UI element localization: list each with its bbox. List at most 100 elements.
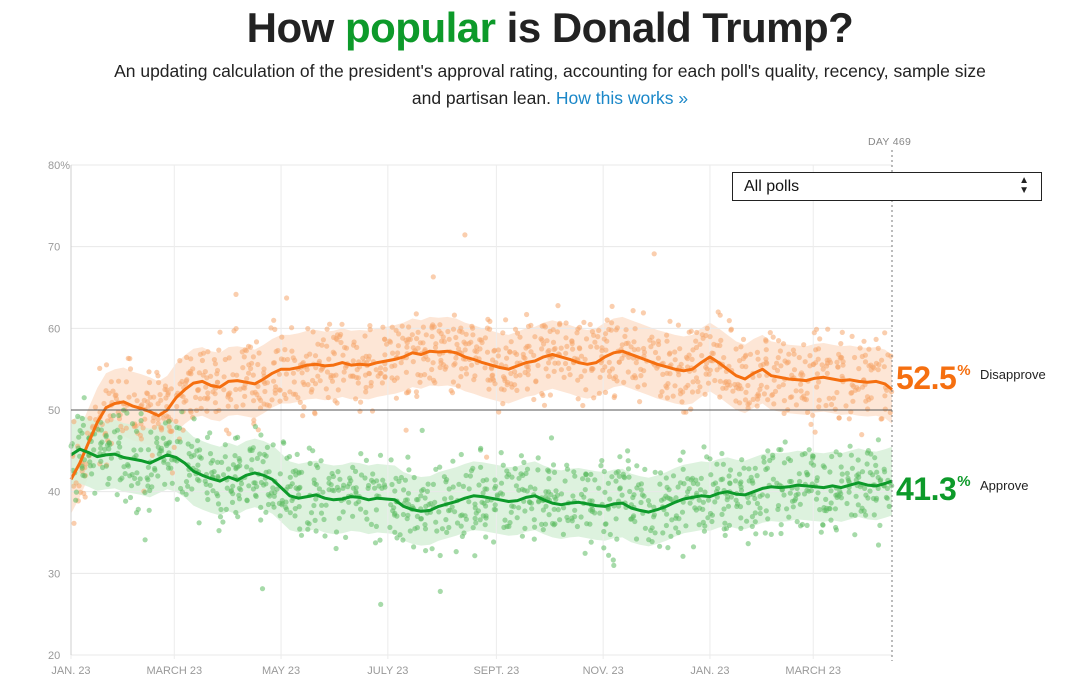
disapprove-poll-dot [577,324,583,330]
approve-poll-dot [726,522,733,529]
approve-poll-dot [225,466,232,472]
disapprove-poll-dot [423,332,429,338]
disapprove-poll-dot [474,344,480,350]
approve-poll-dot [689,475,696,481]
disapprove-poll-dot [405,336,412,342]
approve-poll-dot [784,506,790,512]
disapprove-poll-dot [810,412,816,418]
approve-poll-dot [853,493,859,499]
approve-poll-dot [875,437,882,443]
approve-poll-dot [129,421,136,427]
approve-poll-dot [257,451,263,457]
approve-poll-dot [264,444,270,450]
disapprove-poll-dot [127,356,133,362]
disapprove-poll-dot [622,333,628,339]
disapprove-poll-dot [442,366,448,372]
disapprove-poll-dot [641,382,648,388]
approve-poll-dot [770,455,776,461]
approve-poll-dot [232,453,238,459]
approve-poll-dot [135,506,141,512]
disapprove-poll-dot [501,387,507,393]
approve-poll-dot [607,496,613,502]
approve-poll-dot [169,480,175,486]
approve-poll-dot [345,484,351,490]
disapprove-poll-dot [462,347,468,353]
disapprove-poll-dot [804,390,810,396]
approve-poll-dot [215,459,221,465]
approve-poll-dot [106,446,112,452]
approve-poll-dot [601,545,607,551]
disapprove-poll-dot [796,354,802,361]
approve-poll-dot [336,487,342,493]
approve-poll-dot [398,474,404,481]
approve-poll-dot [675,484,681,490]
disapprove-poll-dot [355,380,361,386]
approve-poll-dot [453,549,459,555]
disapprove-poll-dot [463,365,469,371]
disapprove-poll-dot [313,365,319,371]
disapprove-poll-dot [859,432,865,438]
title-prefix: How [246,4,345,51]
disapprove-poll-dot [305,326,311,332]
approve-poll-dot [506,523,512,530]
disapprove-poll-dot [281,391,288,398]
disapprove-poll-dot [482,335,488,341]
approve-poll-dot [535,467,541,473]
disapprove-poll-dot [602,331,609,337]
poll-filter-select[interactable]: All polls ▲ ▼ [732,172,1042,201]
disapprove-poll-dot [158,397,164,403]
disapprove-poll-dot [188,356,194,362]
disapprove-poll-dot [312,353,319,359]
approve-poll-dot [791,498,798,504]
approve-poll-dot [580,476,586,482]
approve-poll-dot [633,536,640,542]
approve-poll-dot [148,472,154,478]
approve-poll-dot [326,487,332,493]
approve-poll-dot [524,488,530,494]
approve-poll-dot [500,462,506,468]
approve-poll-dot [437,588,443,595]
disapprove-poll-dot [562,360,569,367]
approve-poll-dot [484,486,490,492]
approve-poll-dot [761,459,767,465]
disapprove-poll-dot [828,401,835,408]
disapprove-poll-dot [429,366,435,373]
disapprove-poll-dot [834,389,840,396]
approve-poll-dot [372,485,378,491]
poll-dots [68,232,895,608]
approve-poll-dot [236,456,242,462]
approve-poll-dot [194,448,200,454]
approve-poll-dot [419,488,425,494]
approve-poll-dot [735,501,741,507]
approve-poll-dot [222,454,228,460]
approve-poll-dot [131,447,137,453]
approve-poll-dot [752,510,758,516]
disapprove-poll-dot [824,363,830,369]
approve-poll-dot [229,499,236,505]
approve-poll-dot [827,469,833,475]
disapprove-poll-dot [161,415,167,421]
approve-poll-dot [238,487,244,493]
approve-poll-dot [696,497,702,503]
disapprove-poll-dot [438,357,444,363]
disapprove-poll-dot [155,416,161,422]
approve-poll-dot [373,523,379,530]
how-this-works-link[interactable]: How this works » [555,88,689,108]
disapprove-poll-dot [742,353,748,359]
approve-poll-dot [681,481,687,487]
disapprove-poll-dot [353,396,359,402]
disapprove-poll-dot [158,424,164,431]
x-tick-label: MAY 23 [262,665,300,677]
disapprove-poll-dot [339,321,345,327]
chart-axes: 20 30 40 50 60 70 80% JAN. 23 MARCH 23 MAY 23 JULY… [48,150,893,677]
disapprove-poll-dot [184,377,190,383]
approve-poll-dot [552,521,558,527]
approve-poll-dot [859,469,866,475]
approve-poll-dot [817,507,823,513]
approve-poll-dot [406,467,412,473]
approve-poll-dot [884,485,891,491]
disapprove-poll-dot [770,334,776,340]
approve-poll-dot [508,509,514,515]
approve-poll-dot [73,497,79,503]
disapprove-poll-dot [776,384,782,390]
